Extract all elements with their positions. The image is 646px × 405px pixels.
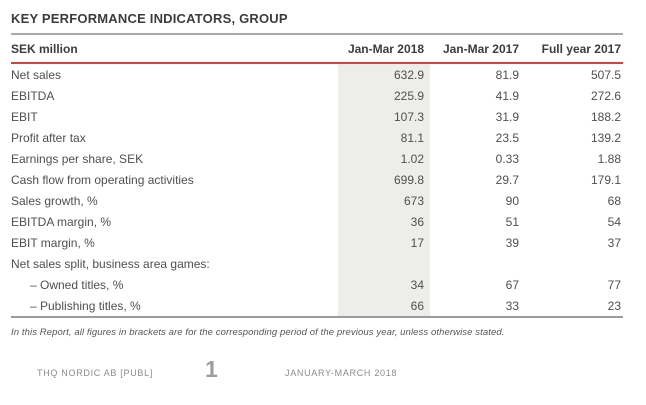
table-row: Profit after tax 81.1 23.5 139.2	[11, 127, 623, 148]
value-jan-mar-2018: 673	[338, 190, 430, 211]
table-row: Net sales 632.9 81.9 507.5	[11, 64, 623, 85]
value-jan-mar-2018: 66	[338, 295, 430, 316]
value-full-year-2017: 68	[607, 193, 621, 208]
value-jan-mar-2017: 41.9	[495, 88, 519, 103]
table-row: EBITDA margin, % 36 51 54	[11, 211, 623, 232]
table-row: Net sales split, business area games:	[11, 253, 623, 274]
report-content: KEY PERFORMANCE INDICATORS, GROUP SEK mi…	[11, 11, 623, 338]
value-full-year-2017: 77	[607, 277, 621, 292]
row-label: Cash flow from operating activities	[11, 172, 194, 187]
row-label: Net sales	[11, 67, 62, 82]
report-footnote: In this Report, all figures in brackets …	[11, 327, 505, 338]
table-header-unit: SEK million	[11, 41, 78, 56]
row-label: EBIT	[11, 109, 38, 124]
page-title: KEY PERFORMANCE INDICATORS, GROUP	[11, 11, 288, 26]
header-accent-divider	[11, 62, 623, 64]
value-jan-mar-2018: 81.1	[338, 127, 430, 148]
row-label: – Owned titles, %	[30, 277, 124, 292]
value-full-year-2017: 507.5	[590, 67, 621, 82]
value-full-year-2017: 139.2	[590, 130, 621, 145]
value-jan-mar-2017: 39	[505, 235, 519, 250]
value-jan-mar-2017: 29.7	[495, 172, 519, 187]
footer-company-name: THQ NORDIC AB [PUBL]	[37, 368, 154, 378]
value-full-year-2017: 1.88	[597, 151, 621, 166]
footer-page-number: 1	[205, 356, 218, 382]
row-label: Earnings per share, SEK	[11, 151, 144, 166]
table-row: EBIT margin, % 17 39 37	[11, 232, 623, 253]
footer-report-period: JANUARY-MARCH 2018	[285, 368, 398, 378]
row-label: Net sales split, business area games:	[11, 256, 210, 271]
value-jan-mar-2018: 17	[338, 232, 430, 253]
value-jan-mar-2018: 632.9	[338, 64, 430, 85]
value-jan-mar-2018: 107.3	[338, 106, 430, 127]
table-row: – Owned titles, % 34 67 77	[11, 274, 623, 295]
row-label: – Publishing titles, %	[30, 298, 141, 313]
table-row: Earnings per share, SEK 1.02 0.33 1.88	[11, 148, 623, 169]
row-label: EBIT margin, %	[11, 235, 95, 250]
title-divider	[11, 33, 623, 35]
table-header-full-year-2017: Full year 2017	[541, 41, 621, 56]
row-label: Profit after tax	[11, 130, 86, 145]
value-jan-mar-2018	[338, 253, 430, 274]
value-jan-mar-2017: 67	[505, 277, 519, 292]
value-jan-mar-2018: 1.02	[338, 148, 430, 169]
table-row: EBIT 107.3 31.9 188.2	[11, 106, 623, 127]
value-jan-mar-2018: 34	[338, 274, 430, 295]
value-full-year-2017: 179.1	[590, 172, 621, 187]
value-full-year-2017: 272.6	[590, 88, 621, 103]
value-jan-mar-2017: 90	[505, 193, 519, 208]
table-header-jan-mar-2017: Jan-Mar 2017	[442, 41, 519, 56]
table-header-jan-mar-2018: Jan-Mar 2018	[347, 41, 424, 56]
table-header-row: SEK million Jan-Mar 2018 Jan-Mar 2017 Fu…	[11, 35, 623, 62]
value-full-year-2017: 188.2	[590, 109, 621, 124]
value-jan-mar-2017: 23.5	[495, 130, 519, 145]
table-row: Cash flow from operating activities 699.…	[11, 169, 623, 190]
value-jan-mar-2018: 36	[338, 211, 430, 232]
value-jan-mar-2018: 225.9	[338, 85, 430, 106]
value-jan-mar-2017: 31.9	[495, 109, 519, 124]
value-jan-mar-2017: 81.9	[495, 67, 519, 82]
value-full-year-2017: 23	[607, 298, 621, 313]
value-jan-mar-2017: 0.33	[495, 151, 519, 166]
table-body: Net sales 632.9 81.9 507.5 EBITDA 225.9 …	[11, 64, 623, 316]
table-row: Sales growth, % 673 90 68	[11, 190, 623, 211]
value-full-year-2017: 37	[607, 235, 621, 250]
value-jan-mar-2018: 699.8	[338, 169, 430, 190]
table-row: EBITDA 225.9 41.9 272.6	[11, 85, 623, 106]
value-full-year-2017: 54	[607, 214, 621, 229]
value-jan-mar-2017: 51	[505, 214, 519, 229]
row-label: EBITDA margin, %	[11, 214, 112, 229]
row-label: Sales growth, %	[11, 193, 98, 208]
row-label: EBITDA	[11, 88, 55, 103]
value-jan-mar-2017: 33	[505, 298, 519, 313]
table-bottom-divider	[11, 316, 623, 318]
table-row: – Publishing titles, % 66 33 23	[11, 295, 623, 316]
